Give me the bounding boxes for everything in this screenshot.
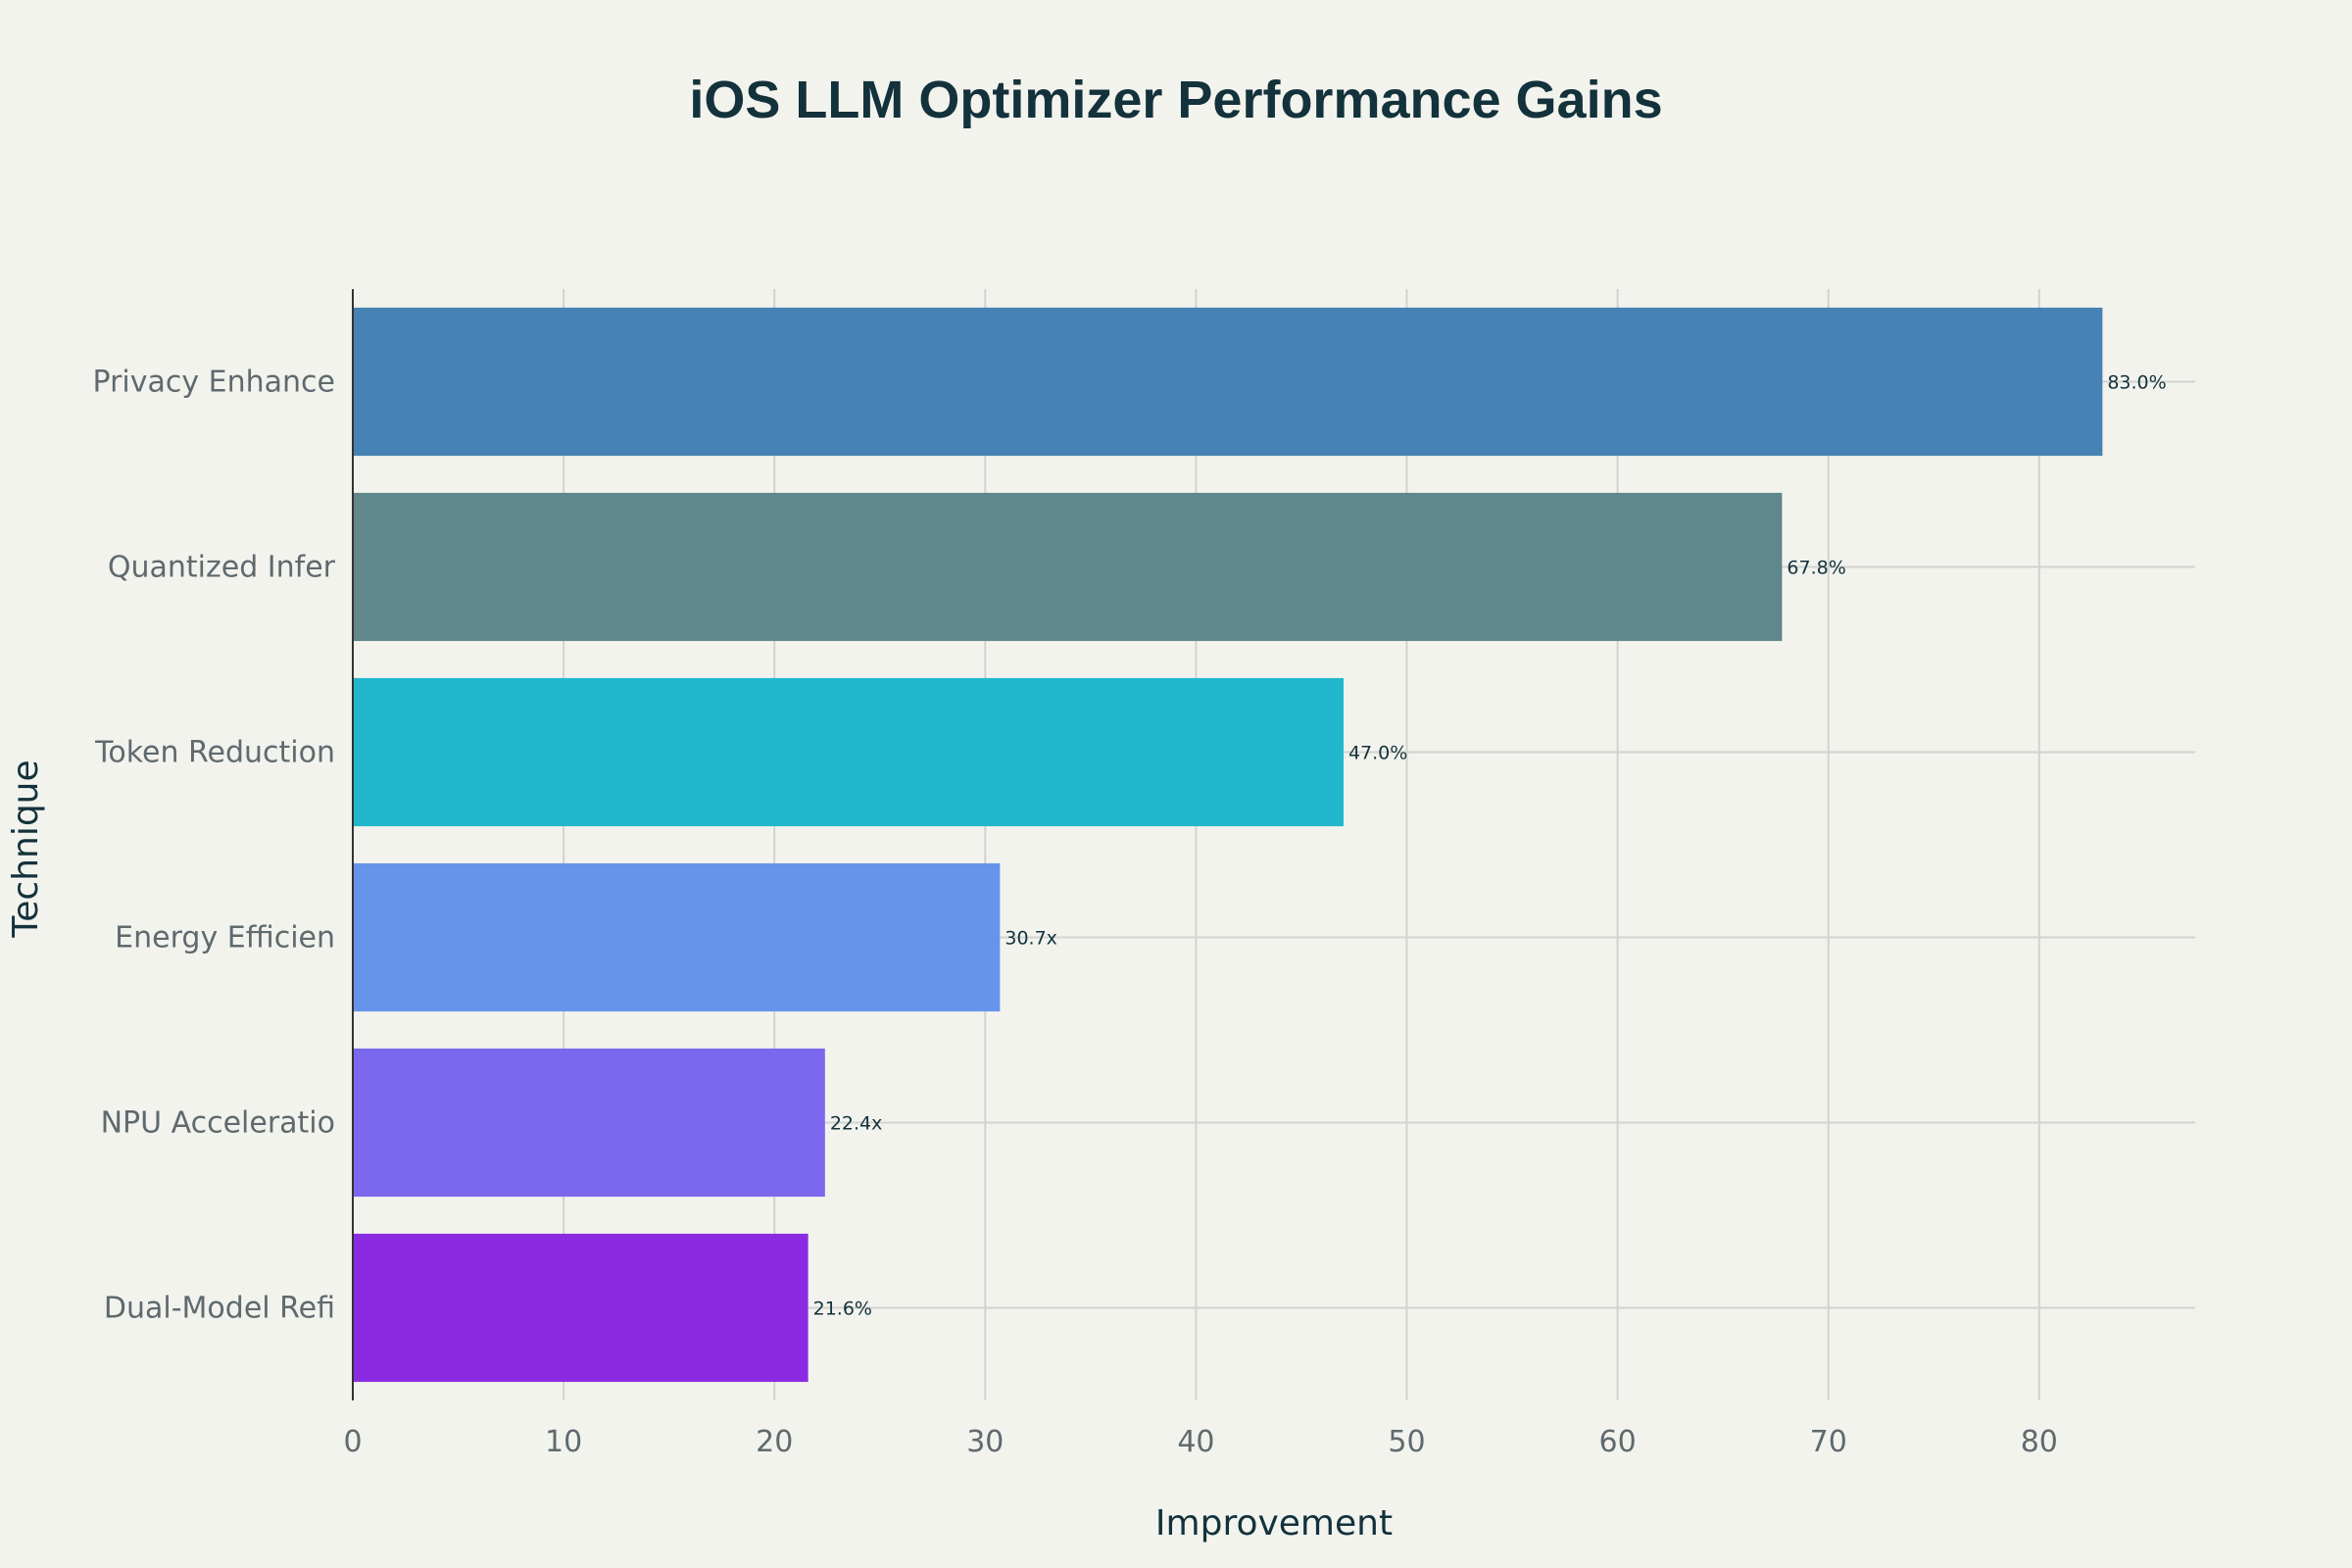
y-tick-label: Dual-Model Refi [104, 1292, 335, 1326]
bar [353, 1048, 825, 1198]
bar [353, 862, 1001, 1012]
bar [353, 307, 2103, 457]
bar-data-label: 22.4x [830, 1113, 883, 1135]
x-tick-label: 20 [756, 1425, 793, 1459]
x-tick-labels: 0 10 20 30 40 50 60 70 80 [343, 1425, 2057, 1459]
bar [353, 1233, 808, 1383]
x-tick-label: 60 [1599, 1425, 1637, 1459]
y-tick-label: Quantized Infer [108, 551, 336, 585]
bar [353, 677, 1344, 827]
x-tick-label: 0 [343, 1425, 362, 1459]
label-layer: 83.0% 67.8% 47.0% 30.7x 22.4x 21.6% [813, 372, 2167, 1320]
x-tick-label: 80 [2021, 1425, 2058, 1459]
bar [353, 492, 1783, 642]
y-tick-labels: Privacy Enhance Quantized Infer Token Redu… [93, 366, 336, 1326]
bar-data-label: 21.6% [813, 1298, 872, 1320]
y-tick-label: Energy Efficien [115, 921, 335, 956]
bar-layer [353, 307, 2103, 1383]
bar-data-label: 30.7x [1004, 928, 1057, 950]
x-tick-label: 10 [545, 1425, 582, 1459]
y-tick-label: Token Reduction [94, 736, 335, 770]
bar-data-label: 47.0% [1348, 743, 1407, 764]
bar-data-label: 83.0% [2107, 372, 2166, 394]
x-tick-label: 70 [1810, 1425, 1847, 1459]
y-tick-label: NPU Acceleratio [101, 1106, 335, 1141]
x-axis-title: Improvement [1155, 1503, 1393, 1544]
chart-title: iOS LLM Optimizer Performance Gains [689, 71, 1662, 129]
bar-data-label: 67.8% [1787, 558, 1845, 579]
x-tick-label: 30 [966, 1425, 1004, 1459]
y-tick-label: Privacy Enhance [93, 366, 336, 400]
y-axis-title: Technique [6, 760, 46, 938]
x-tick-label: 40 [1177, 1425, 1214, 1459]
x-tick-label: 50 [1388, 1425, 1425, 1459]
